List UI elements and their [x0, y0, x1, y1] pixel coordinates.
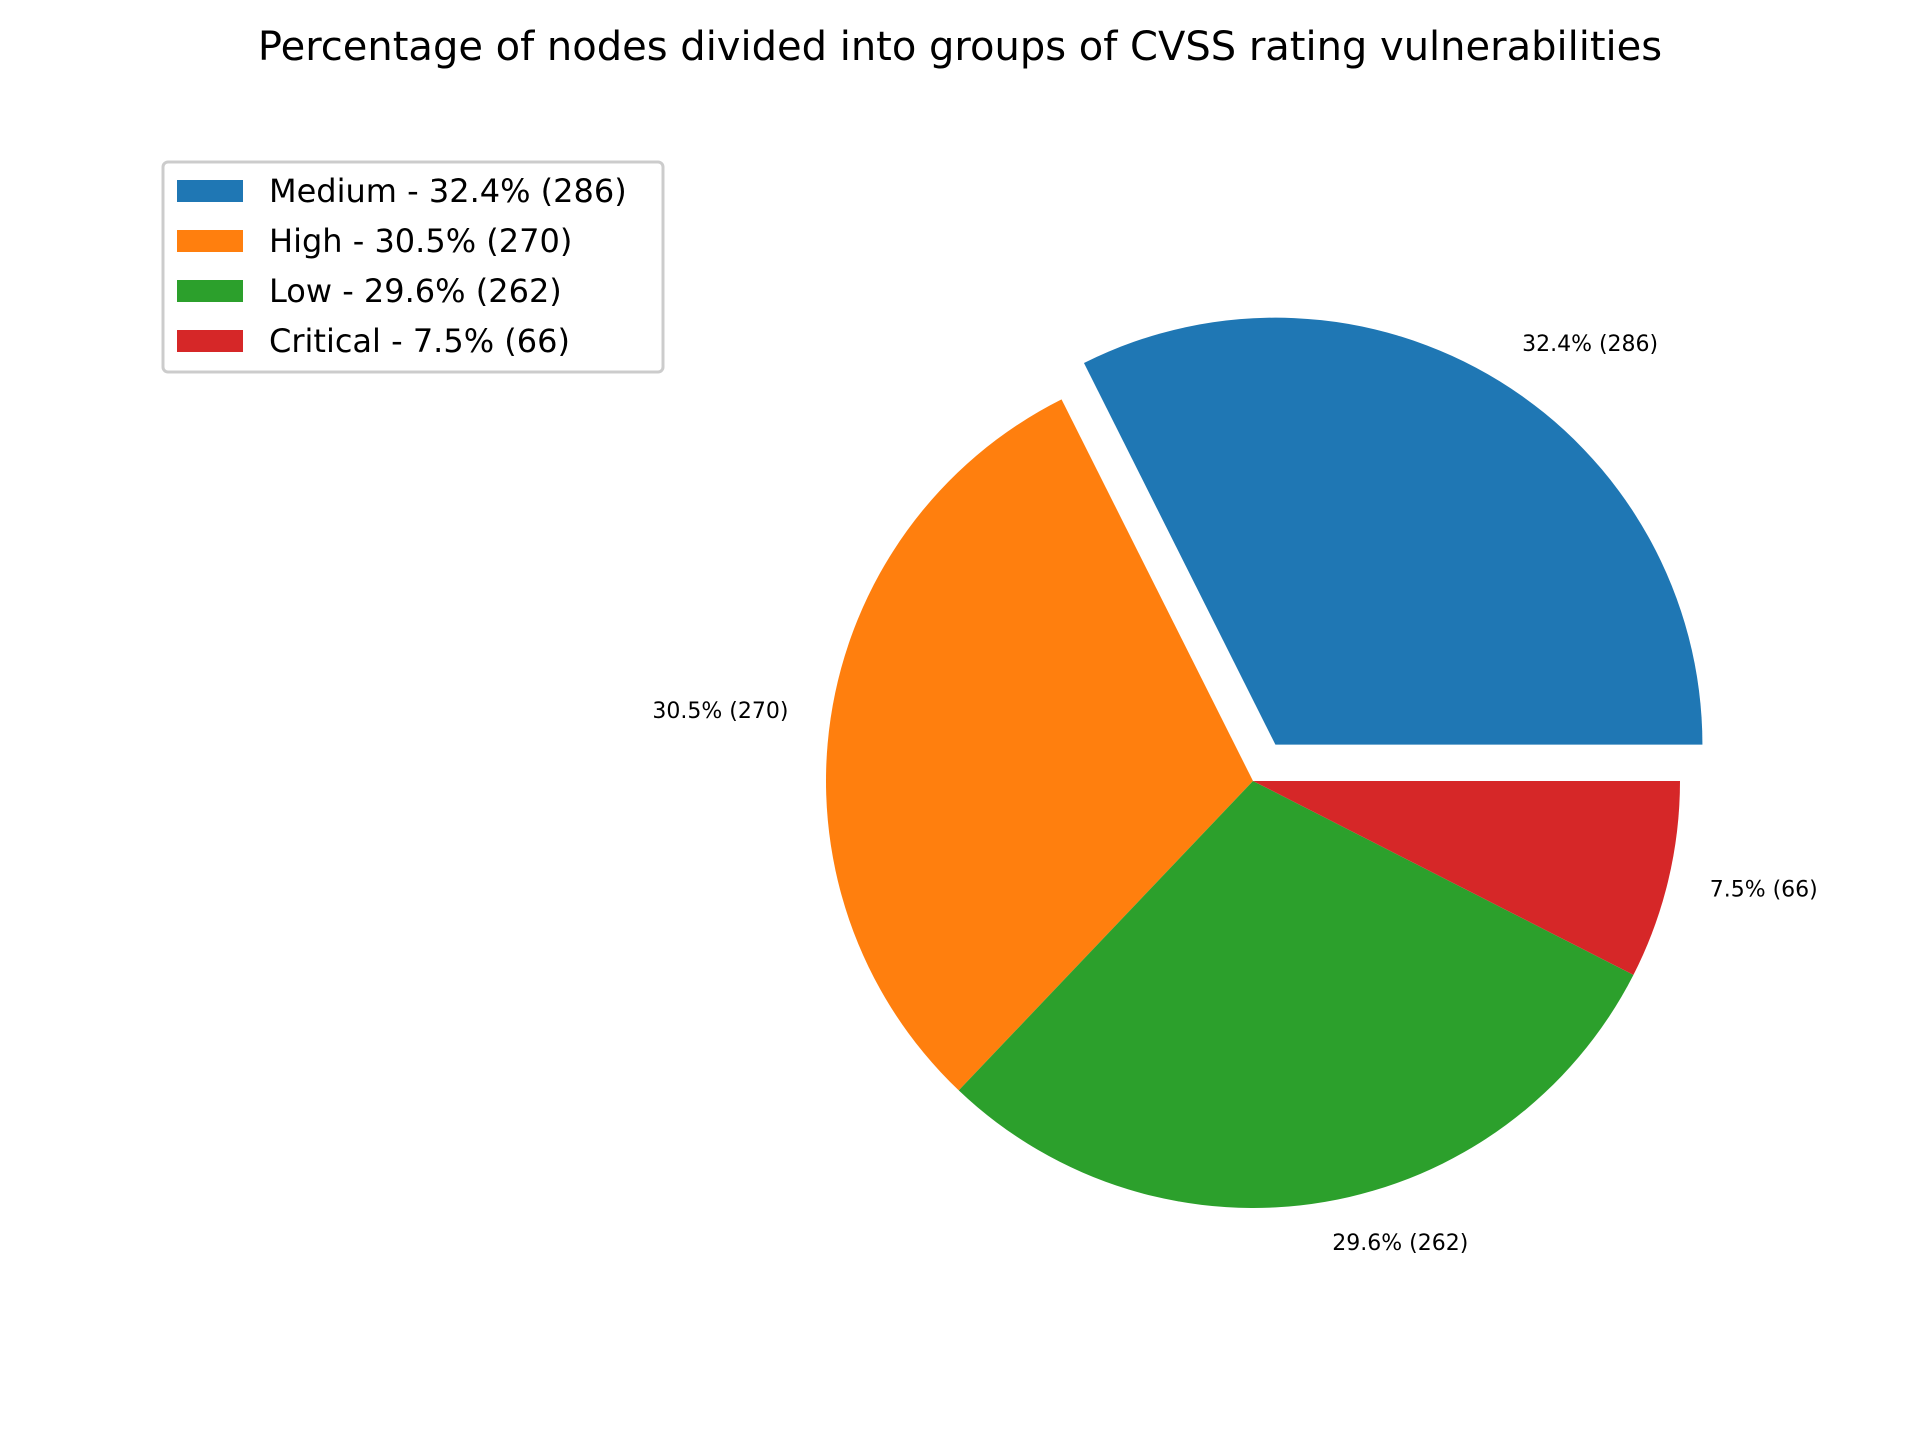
pie-slices	[826, 317, 1703, 1208]
pie-slice-high	[826, 399, 1253, 1091]
legend-label-low: Low - 29.6% (262)	[269, 272, 562, 310]
legend-frame	[161, 160, 665, 374]
legend: Medium - 32.4% (286) High - 30.5% (270) Lo…	[161, 160, 665, 374]
chart-title: Percentage of nodes divided into groups …	[258, 24, 1662, 70]
legend-items: Medium - 32.4% (286) High - 30.5% (270) Lo…	[177, 172, 627, 360]
pie-slice-critical	[1253, 781, 1680, 975]
slice-label-medium: 32.4% (286)	[1522, 332, 1658, 357]
slice-label-critical: 7.5% (66)	[1710, 878, 1818, 903]
pie-slice-low	[958, 781, 1634, 1208]
legend-swatch-high	[177, 230, 243, 252]
slice-labels: 32.4% (286) 30.5% (270) 29.6% (262) 7.5% (6…	[652, 332, 1817, 1256]
slice-label-high: 30.5% (270)	[652, 699, 788, 724]
legend-swatch-critical	[177, 330, 243, 352]
pie-slice-medium	[1083, 317, 1703, 745]
legend-label-high: High - 30.5% (270)	[269, 222, 572, 260]
legend-swatch-low	[177, 280, 243, 302]
legend-swatch-medium	[177, 180, 243, 202]
legend-label-critical: Critical - 7.5% (66)	[269, 322, 570, 360]
slice-label-low: 29.6% (262)	[1332, 1231, 1468, 1256]
legend-label-medium: Medium - 32.4% (286)	[269, 172, 627, 210]
